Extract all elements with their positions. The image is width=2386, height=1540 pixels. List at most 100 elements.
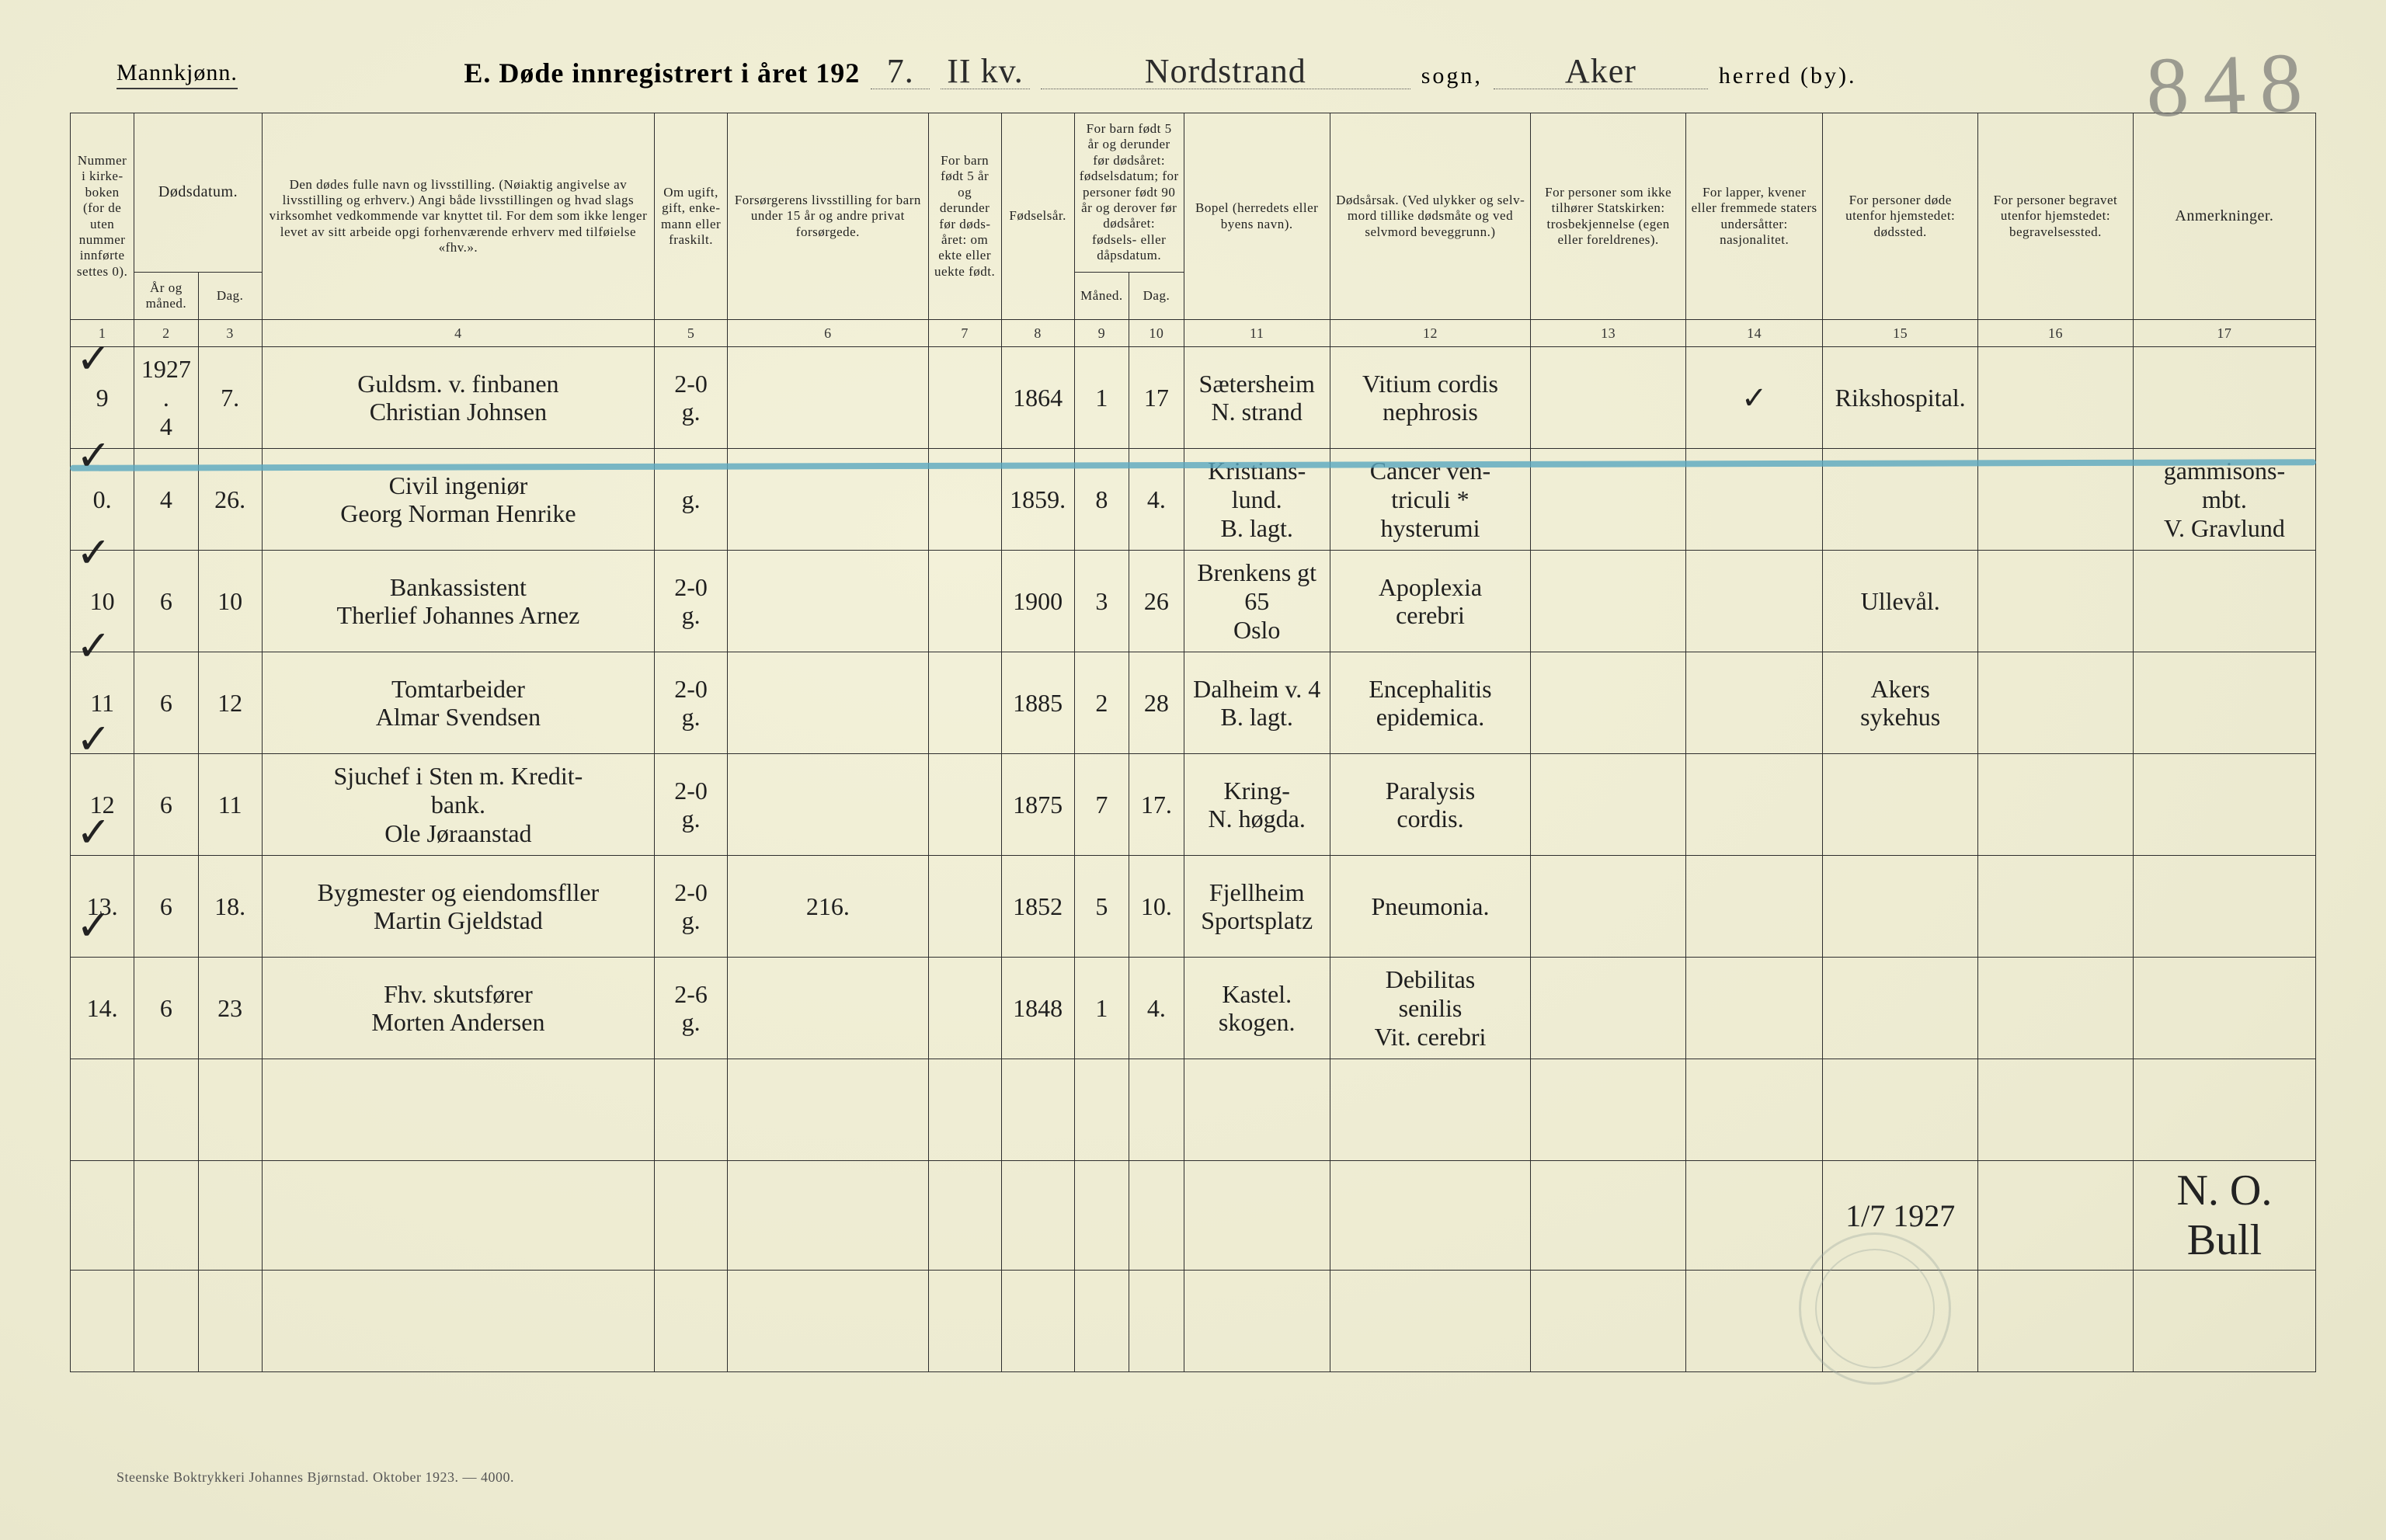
cell-year-month: 6: [134, 754, 198, 856]
cell-blank: [655, 1059, 728, 1161]
cell-faith: [1531, 347, 1686, 449]
colnum: 10: [1129, 320, 1184, 347]
cell-blank: [2133, 1059, 2315, 1161]
cell-text: Guldsm. v. finbanenChristian Johnsen: [357, 370, 558, 426]
cell-no: 14.: [71, 958, 134, 1059]
cell-text: Vitium cordisnephrosis: [1362, 370, 1498, 426]
cell-death-place: [1823, 754, 1978, 856]
cell-name: TomtarbeiderAlmar Svendsen: [262, 652, 654, 754]
cell-text: DebilitassenilisVit. cerebri: [1375, 965, 1487, 1051]
cell-blank: [198, 1161, 262, 1271]
cell-remarks: [2133, 652, 2315, 754]
cell-text: 11: [218, 791, 242, 819]
cell-birth-day: 4.: [1129, 958, 1184, 1059]
cell-text: 14.: [87, 994, 118, 1022]
title: E. Døde innregistrert i året 1927. II kv…: [238, 54, 2083, 89]
cell-text: 7.: [221, 384, 239, 412]
cell-burial-place: [1978, 856, 2134, 958]
cell-place: Dalheim v. 4B. lagt.: [1184, 652, 1330, 754]
cell-blank: [1129, 1059, 1184, 1161]
cell-text: 9: [96, 384, 109, 412]
cell-nationality: [1686, 754, 1823, 856]
colnum: 7: [928, 320, 1001, 347]
cell-day: 7.: [198, 347, 262, 449]
cell-blank: [1184, 1059, 1330, 1161]
cell-text: 0.: [93, 485, 112, 513]
gender-label: Mannkjønn.: [117, 60, 238, 89]
cell-text: 1885: [1013, 689, 1063, 717]
cell-text: 17.: [1141, 791, 1172, 819]
colnum: 8: [1001, 320, 1074, 347]
cell-blank: [1001, 1271, 1074, 1372]
col-header: Forsørgerens livsstilling for barn under…: [728, 113, 929, 320]
signature-date: 1/7 1927: [1845, 1198, 1955, 1233]
col-header: For personer som ikke tilhører Statskirk…: [1531, 113, 1686, 320]
cell-day: 11: [198, 754, 262, 856]
cell-faith: [1531, 551, 1686, 652]
cell-blank: [134, 1271, 198, 1372]
cell-text: Bygmester og eiendomsfllerMartin Gjeldst…: [318, 878, 600, 935]
cell-name: Guldsm. v. finbanenChristian Johnsen: [262, 347, 654, 449]
table-row: 10610BankassistentTherlief Johannes Arne…: [71, 551, 2316, 652]
cell-year-month: 6: [134, 652, 198, 754]
cell-provider: [728, 347, 929, 449]
cell-blank: [1001, 1059, 1074, 1161]
table-row-blank: [71, 1059, 2316, 1161]
cell-status: 2-0g.: [655, 856, 728, 958]
cell-blank: [262, 1271, 654, 1372]
margin-tick: ✓: [76, 528, 111, 577]
ledger-table: Nummer i kirke­boken (for de uten nummer…: [70, 113, 2316, 1372]
cell-text: 28: [1144, 689, 1169, 717]
cell-blank: [728, 1161, 929, 1271]
cell-text: 2-0g.: [674, 878, 708, 935]
cell-text: 1848: [1013, 994, 1063, 1022]
cell-death-place: Ullevål.: [1823, 551, 1978, 652]
cell-cause: Apoplexiacerebri: [1330, 551, 1531, 652]
cell-place: FjellheimSportsplatz: [1184, 856, 1330, 958]
colnum: 6: [728, 320, 929, 347]
cell-blank: [71, 1271, 134, 1372]
cell-ekte: [928, 652, 1001, 754]
cell-text: Sjuchef i Sten m. Kredit-bank.Ole Jøraan…: [334, 762, 583, 847]
cell-birth-month: 1: [1074, 347, 1129, 449]
cell-status: 2-0g.: [655, 347, 728, 449]
cell-blank: [1330, 1161, 1531, 1271]
cell-text: 6: [160, 994, 172, 1022]
parish: Nordstrand: [1041, 54, 1410, 89]
margin-tick: ✓: [76, 621, 111, 670]
col-header: For barn født 5 år og der­under før døds…: [1074, 113, 1184, 273]
cell-text: Encephalitisepidemica.: [1369, 675, 1491, 732]
table-row: 11612TomtarbeiderAlmar Svendsen2-0g.1885…: [71, 652, 2316, 754]
cell-text: 2: [1095, 689, 1108, 717]
cell-ekte: [928, 856, 1001, 958]
cell-birth-day: 17: [1129, 347, 1184, 449]
cell-birth-month: 2: [1074, 652, 1129, 754]
cell-ekte: [928, 347, 1001, 449]
cell-blank: [1686, 1161, 1823, 1271]
cell-blank: N. O. Bull: [2133, 1161, 2315, 1271]
cell-text: 1852: [1013, 892, 1063, 920]
cell-faith: [1531, 856, 1686, 958]
cell-text: Kastel.skogen.: [1219, 980, 1296, 1037]
colnum: 15: [1823, 320, 1978, 347]
cell-faith: [1531, 958, 1686, 1059]
printer-note: Steenske Boktrykkeri Johannes Bjørnstad.…: [117, 1469, 514, 1486]
cell-text: Paralysiscordis.: [1386, 777, 1476, 833]
cell-text: Dalheim v. 4B. lagt.: [1193, 675, 1320, 732]
cell-blank: [262, 1059, 654, 1161]
col-header: For personer begravet utenfor hjemstedet…: [1978, 113, 2134, 320]
cell-blank: [1074, 1271, 1129, 1372]
cell-blank: [198, 1271, 262, 1372]
cell-birthyear: 1875: [1001, 754, 1074, 856]
cell-text: 2-0g.: [674, 675, 708, 732]
colnum: 17: [2133, 320, 2315, 347]
cell-year-month: 6: [134, 856, 198, 958]
ledger-page: 848 Mannkjønn. E. Døde innregistrert i å…: [0, 0, 2386, 1540]
cell-cause: Paralysiscordis.: [1330, 754, 1531, 856]
cell-text: 26: [1144, 587, 1169, 615]
colnum: 5: [655, 320, 728, 347]
colnum: 16: [1978, 320, 2134, 347]
cell-text: Fhv. skutsførerMorten Andersen: [371, 980, 544, 1037]
title-prefix: E. Døde innregistrert i året 192: [464, 57, 860, 89]
cell-burial-place: [1978, 652, 2134, 754]
